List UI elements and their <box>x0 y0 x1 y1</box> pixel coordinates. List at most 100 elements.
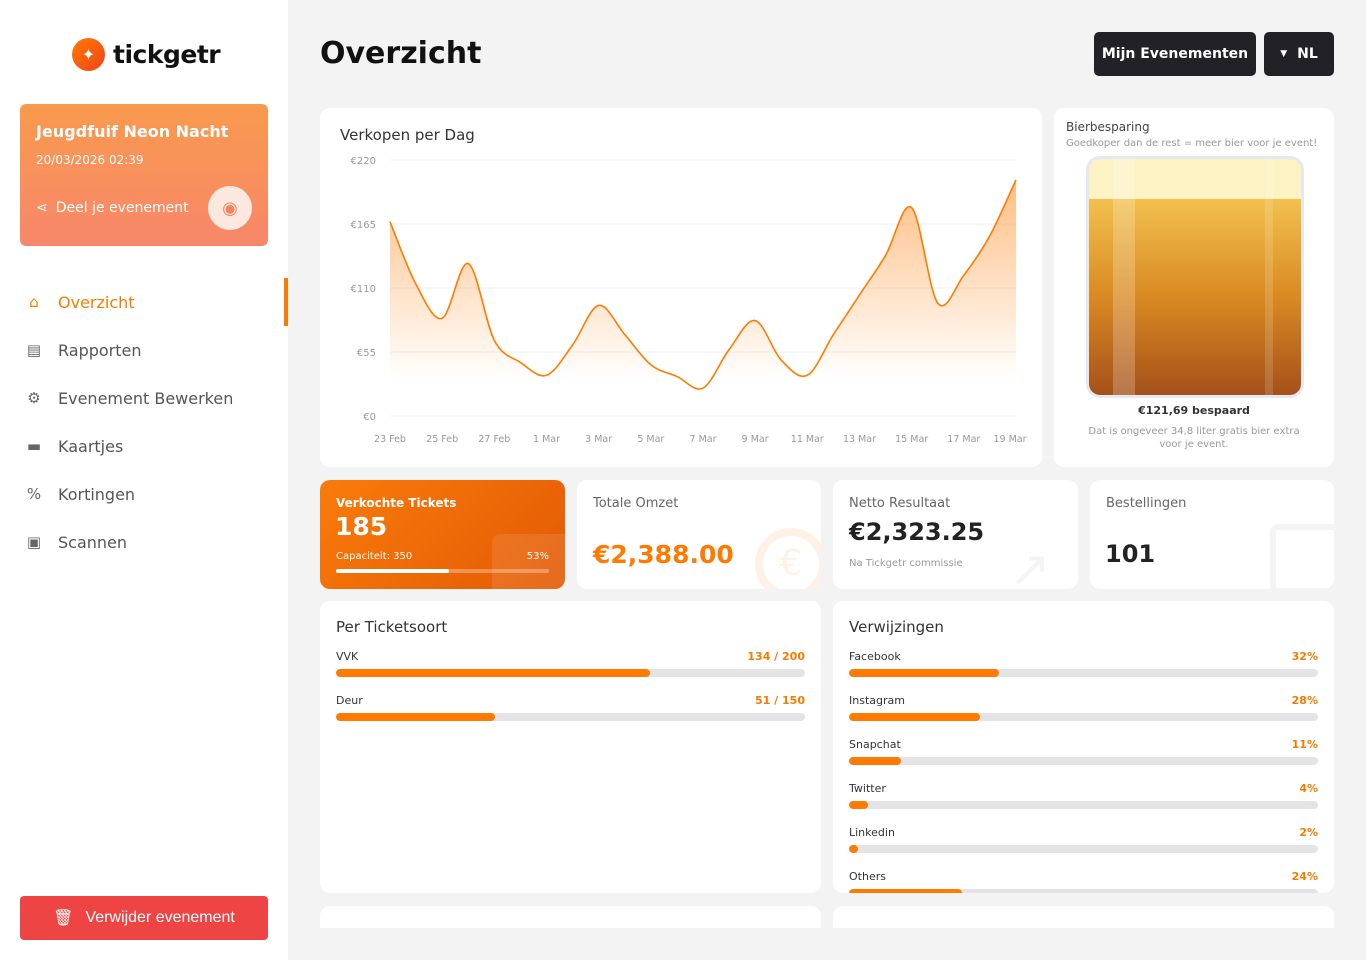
revenue-value: €2,388.00 <box>593 540 734 569</box>
sales-area <box>390 179 1016 416</box>
scroll-clip <box>288 928 1366 960</box>
bar-name: VVK <box>336 650 359 663</box>
orders-label: Bestellingen <box>1106 496 1187 511</box>
nav-label: Kaartjes <box>58 436 124 456</box>
bar-value: 134 / 200 <box>747 650 805 663</box>
sidebar-nav: ⌂ Overzicht ▤ Rapporten ⚙ Evenement Bewerke… <box>0 278 288 566</box>
beer-note: Dat is ongeveer 34,8 liter gratis bier e… <box>1088 426 1300 450</box>
bar-track <box>849 889 1318 893</box>
x-tick-label: 13 Mar <box>843 434 876 445</box>
bar-row: Twitter 4% <box>849 782 1318 809</box>
nav-label: Evenement Bewerken <box>58 388 234 408</box>
tickets-label: Verkochte Tickets <box>336 496 457 510</box>
referrals-card: Verwijzingen Facebook 32% Instagram 28% Snap… <box>833 601 1334 893</box>
nav-label: Rapporten <box>58 340 142 360</box>
ticket-types-title: Per Ticketsoort <box>336 618 448 636</box>
bar-track <box>849 801 1318 809</box>
ticket-icon <box>492 534 565 589</box>
scan-icon: ▣ <box>26 533 42 551</box>
bar-value: 2% <box>1299 826 1318 839</box>
nav-label: Scannen <box>58 532 128 552</box>
bar-value: 51 / 150 <box>755 694 805 707</box>
tickets-percent: 53% <box>526 551 549 562</box>
y-tick-label: €55 <box>357 348 376 359</box>
shopping-bag-icon <box>1270 524 1334 589</box>
bar-track <box>849 669 1318 677</box>
beer-saved: €121,69 bespaard <box>1138 404 1250 417</box>
beer-glass-illustration <box>1086 156 1304 398</box>
sidebar-item-scannen[interactable]: ▣ Scannen <box>0 518 288 566</box>
tickets-capacity: Capaciteit: 350 <box>336 551 413 562</box>
bar-row: Snapchat 11% <box>849 738 1318 765</box>
stat-revenue-card: € Totale Omzet €2,388.00 <box>577 480 821 589</box>
capacity-progress <box>336 569 549 573</box>
sales-chart-card: Verkopen per Dag €0 €55 €110 €165 €220 23 Feb… <box>320 108 1042 467</box>
logo-icon: ✦ <box>72 38 105 71</box>
bar-value: 32% <box>1291 650 1318 663</box>
bar-value: 4% <box>1299 782 1318 795</box>
trend-up-icon: ↗ <box>1009 540 1051 589</box>
sidebar-item-rapporten[interactable]: ▤ Rapporten <box>0 326 288 374</box>
bar-row: Linkedin 2% <box>849 826 1318 853</box>
home-icon: ⌂ <box>29 293 39 311</box>
referrals-title: Verwijzingen <box>849 618 944 636</box>
bar-track <box>336 669 805 677</box>
sidebar-item-kaartjes[interactable]: ▬ Kaartjes <box>0 422 288 470</box>
share-event-link[interactable]: ⋖ Deel je evenement <box>36 200 189 216</box>
share-label: Deel je evenement <box>55 200 189 216</box>
stat-net-card: ↗ Netto Resultaat €2,323.25 Na Tickgetr … <box>833 480 1078 589</box>
logo-text: tickgetr <box>113 40 221 69</box>
y-tick-label: €0 <box>363 412 376 423</box>
preview-event-button[interactable]: ◉ <box>208 186 252 230</box>
bar-fill <box>336 669 651 677</box>
ticket-types-card: Per Ticketsoort VVK 134 / 200 Deur 51 / 150 <box>320 601 821 893</box>
delete-event-button[interactable]: 🗑 Verwijder evenement <box>20 896 268 940</box>
logo[interactable]: ✦ tickgetr <box>72 38 221 71</box>
page-title: Overzicht <box>320 36 482 71</box>
event-date: 20/03/2026 02:39 <box>36 153 144 167</box>
eye-icon: ◉ <box>222 197 238 219</box>
x-tick-label: 11 Mar <box>791 434 824 445</box>
euro-icon: € <box>755 528 821 589</box>
discount-icon: % <box>26 485 42 503</box>
nav-label: Kortingen <box>58 484 136 504</box>
bar-row: VVK 134 / 200 <box>336 650 805 677</box>
y-tick-label: €220 <box>351 156 376 167</box>
beer-savings-card: Bierbesparing Goedkoper dan de rest = me… <box>1054 108 1334 467</box>
bar-value: 11% <box>1291 738 1318 751</box>
bar-fill <box>849 757 901 765</box>
language-select[interactable]: ▼ NL <box>1264 32 1334 76</box>
net-note: Na Tickgetr commissie <box>849 558 963 569</box>
share-icon: ⋖ <box>36 200 48 216</box>
bar-name: Linkedin <box>849 826 895 839</box>
x-tick-label: 9 Mar <box>742 434 769 445</box>
bar-fill <box>849 669 1000 677</box>
delete-label: Verwijder evenement <box>85 909 235 926</box>
stat-tickets-card: Verkochte Tickets 185 Capaciteit: 350 53… <box>320 480 565 589</box>
x-tick-label: 3 Mar <box>585 434 612 445</box>
x-tick-label: 15 Mar <box>895 434 928 445</box>
bar-value: 24% <box>1291 870 1318 883</box>
gear-icon: ⚙ <box>27 389 41 407</box>
bar-value: 28% <box>1291 694 1318 707</box>
sales-chart: €0 €55 €110 €165 €220 23 Feb 25 Feb 27 Feb 1 Mar… <box>351 156 1027 445</box>
my-events-button[interactable]: Mijn Evenementen <box>1094 32 1256 76</box>
trash-icon: 🗑 <box>53 910 74 927</box>
sales-line <box>389 179 1017 390</box>
bar-row: Instagram 28% <box>849 694 1318 721</box>
bar-name: Snapchat <box>849 738 901 751</box>
beer-title: Bierbesparing <box>1066 120 1150 134</box>
sidebar-item-evenement-bewerken[interactable]: ⚙ Evenement Bewerken <box>0 374 288 422</box>
x-tick-label: 27 Feb <box>478 434 510 445</box>
tickets-value: 185 <box>335 512 388 541</box>
sidebar: ✦ tickgetr Jeugdfuif Neon Nacht 20/03/20… <box>0 0 288 960</box>
sidebar-item-overzicht[interactable]: ⌂ Overzicht <box>0 278 288 326</box>
net-label: Netto Resultaat <box>849 496 951 511</box>
bar-fill <box>849 889 962 893</box>
bar-track <box>336 713 805 721</box>
bar-track <box>849 845 1318 853</box>
sidebar-item-kortingen[interactable]: % Kortingen <box>0 470 288 518</box>
bar-row: Deur 51 / 150 <box>336 694 805 721</box>
x-tick-label: 7 Mar <box>690 434 717 445</box>
bar-fill <box>336 713 496 721</box>
